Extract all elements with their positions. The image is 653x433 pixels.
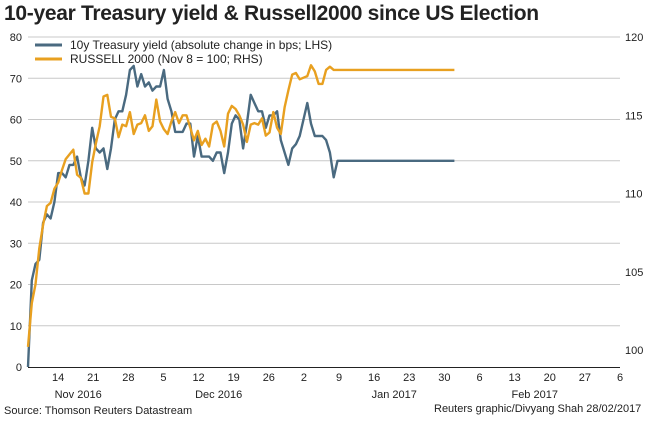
left-axis-tick-label: 80: [10, 32, 22, 44]
right-axis-tick-label: 100: [625, 345, 643, 357]
x-axis-tick-label: 30: [438, 372, 450, 384]
x-axis-tick-label: 6: [476, 372, 482, 384]
x-axis-month-label: Jan 2017: [372, 389, 417, 401]
x-axis-tick-label: 12: [192, 372, 204, 384]
x-axis-tick-label: 21: [87, 372, 99, 384]
x-axis-tick-label: 23: [403, 372, 415, 384]
x-axis-tick-label: 5: [160, 372, 166, 384]
right-axis-tick-label: 115: [625, 110, 643, 122]
left-axis-tick-label: 70: [10, 73, 22, 85]
x-axis-tick-label: 16: [368, 372, 380, 384]
x-axis-tick-label: 26: [263, 372, 275, 384]
legend-label-russell: RUSSELL 2000 (Nov 8 = 100; RHS): [70, 52, 263, 66]
source-note: Source: Thomson Reuters Datastream: [4, 405, 193, 417]
x-axis-tick-label: 2: [301, 372, 307, 384]
left-axis-tick-label: 10: [10, 321, 22, 333]
treasury-yield-line: [26, 64, 455, 368]
x-axis-tick-label: 19: [228, 372, 240, 384]
left-axis-tick-label: 0: [16, 362, 22, 374]
left-axis-tick-label: 30: [10, 238, 22, 250]
right-axis-tick-label: 110: [625, 189, 643, 201]
legend-label-treasury: 10y Treasury yield (absolute change in b…: [70, 38, 332, 52]
right-axis-tick-label: 105: [625, 267, 643, 279]
x-axis-tick-label: 20: [544, 372, 556, 384]
left-axis-tick-label: 50: [10, 156, 22, 168]
right-axis-tick-label: 120: [625, 32, 643, 44]
left-axis-tick-label: 40: [10, 197, 22, 209]
x-axis-tick-label: 6: [617, 372, 623, 384]
x-axis-tick-label: 14: [52, 372, 64, 384]
x-axis-tick-label: 9: [336, 372, 342, 384]
x-axis-tick-label: 27: [579, 372, 591, 384]
russell-2000-line: [26, 63, 455, 348]
x-axis-tick-label: 13: [509, 372, 521, 384]
chart-title: 10-year Treasury yield & Russell2000 sin…: [4, 2, 539, 25]
x-axis-month-label: Nov 2016: [55, 389, 102, 401]
x-axis-tick-label: 28: [122, 372, 134, 384]
x-axis-month-label: Dec 2016: [195, 389, 242, 401]
left-axis-tick-label: 60: [10, 115, 22, 127]
left-axis-tick-label: 20: [10, 280, 22, 292]
x-axis-month-label: Feb 2017: [511, 389, 557, 401]
credit-note: Reuters graphic/Divyang Shah 28/02/2017: [434, 403, 642, 415]
